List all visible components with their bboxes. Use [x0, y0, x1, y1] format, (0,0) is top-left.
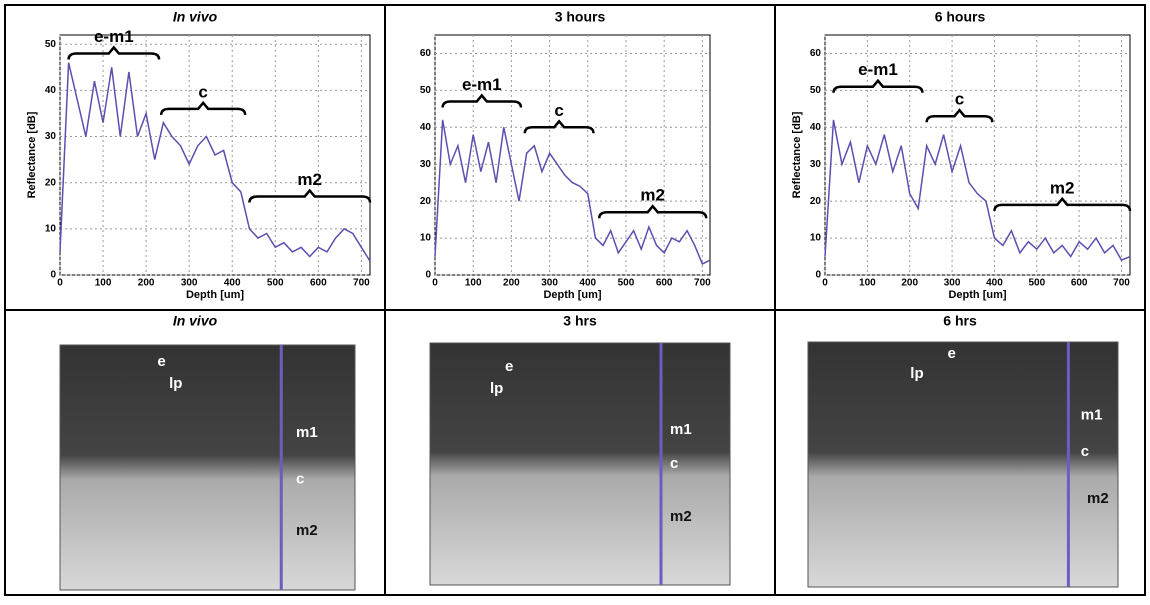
x-tick-label: 100: [95, 278, 112, 289]
y-tick-label: 50: [420, 85, 432, 96]
y-axis-label: Reflectance [dB]: [26, 111, 38, 198]
x-axis-label: Depth [um]: [543, 289, 601, 301]
image-label: lp: [169, 375, 182, 392]
x-tick-label: 400: [986, 278, 1003, 289]
bracket: [832, 78, 924, 93]
panel-title: In vivo: [173, 9, 218, 25]
annotation: c: [955, 90, 964, 109]
bracket: [925, 108, 994, 123]
x-tick-label: 500: [1028, 278, 1045, 289]
x-tick-label: 300: [944, 278, 961, 289]
image-label: e: [157, 353, 165, 370]
x-tick-label: 500: [267, 278, 284, 289]
image-title: 3 hrs: [563, 313, 597, 329]
y-tick-label: 40: [45, 85, 57, 96]
data-line: [59, 62, 371, 262]
bracket: [248, 188, 372, 203]
annotation: e-m1: [462, 75, 502, 94]
y-tick-label: 30: [420, 159, 432, 170]
image-label: m2: [296, 522, 318, 539]
image-label: e: [948, 345, 956, 362]
annotation: m2: [1050, 178, 1075, 197]
x-tick-label: 700: [694, 278, 711, 289]
image-label: lp: [910, 365, 923, 382]
annotation: e-m1: [94, 27, 134, 46]
panel-title: 6 hours: [935, 9, 986, 25]
y-tick-label: 30: [45, 131, 57, 142]
x-tick-label: 600: [656, 278, 673, 289]
image-label: m1: [670, 421, 692, 438]
x-tick-label: 400: [224, 278, 241, 289]
annotation: c: [554, 101, 563, 120]
bracket: [441, 93, 523, 108]
image-title: In vivo: [173, 313, 218, 329]
x-tick-label: 300: [181, 278, 198, 289]
bracket: [993, 196, 1132, 211]
y-tick-label: 20: [420, 196, 432, 207]
data-line: [824, 119, 1131, 262]
annotation: m2: [297, 170, 322, 189]
x-tick-label: 0: [432, 278, 438, 289]
y-tick-label: 40: [420, 122, 432, 133]
y-tick-label: 10: [45, 223, 57, 234]
oct-image: [429, 342, 731, 586]
y-tick-label: 10: [810, 233, 822, 244]
plot-area: [434, 34, 711, 276]
y-tick-label: 30: [810, 159, 822, 170]
bracket: [159, 100, 247, 115]
x-tick-label: 0: [57, 278, 63, 289]
image-label: lp: [490, 380, 503, 397]
x-tick-label: 100: [465, 278, 482, 289]
y-tick-label: 0: [425, 270, 431, 281]
x-tick-label: 300: [541, 278, 558, 289]
x-tick-label: 200: [138, 278, 155, 289]
bracket: [597, 204, 708, 219]
x-tick-label: 700: [353, 278, 370, 289]
bracket: [523, 119, 595, 134]
x-tick-label: 200: [901, 278, 918, 289]
x-tick-label: 500: [618, 278, 635, 289]
annotation: c: [198, 82, 207, 101]
y-tick-label: 40: [810, 122, 822, 133]
image-label: c: [670, 455, 678, 472]
annotation: e-m1: [858, 60, 898, 79]
x-axis-label: Depth [um]: [186, 289, 244, 301]
image-label: m2: [670, 508, 692, 525]
y-tick-label: 50: [45, 39, 57, 50]
image-title: 6 hrs: [943, 313, 977, 329]
image-label: c: [296, 471, 304, 488]
x-tick-label: 400: [579, 278, 596, 289]
bracket: [67, 45, 161, 60]
y-tick-label: 50: [810, 85, 822, 96]
y-tick-label: 60: [810, 48, 822, 59]
image-label: m1: [1081, 406, 1103, 423]
x-tick-label: 100: [859, 278, 876, 289]
y-tick-label: 10: [420, 233, 432, 244]
panel-title: 3 hours: [555, 9, 606, 25]
y-tick-label: 60: [420, 48, 432, 59]
panel-borders: [4, 4, 1146, 596]
oct-image: [59, 344, 356, 591]
y-tick-label: 20: [45, 177, 57, 188]
y-tick-label: 0: [50, 270, 56, 281]
image-label: m1: [296, 424, 318, 441]
image-label: e: [505, 358, 513, 375]
y-axis-label: Reflectance [dB]: [791, 111, 803, 198]
x-axis-label: Depth [um]: [948, 289, 1006, 301]
x-tick-label: 200: [503, 278, 520, 289]
oct-image: [807, 341, 1119, 588]
annotation: m2: [640, 186, 665, 205]
x-tick-label: 0: [822, 278, 828, 289]
image-label: m2: [1087, 490, 1109, 507]
x-tick-label: 700: [1113, 278, 1130, 289]
data-line: [434, 119, 711, 265]
y-tick-label: 20: [810, 196, 822, 207]
x-tick-label: 600: [310, 278, 327, 289]
image-label: c: [1081, 443, 1089, 460]
x-tick-label: 600: [1071, 278, 1088, 289]
y-tick-label: 0: [815, 270, 821, 281]
